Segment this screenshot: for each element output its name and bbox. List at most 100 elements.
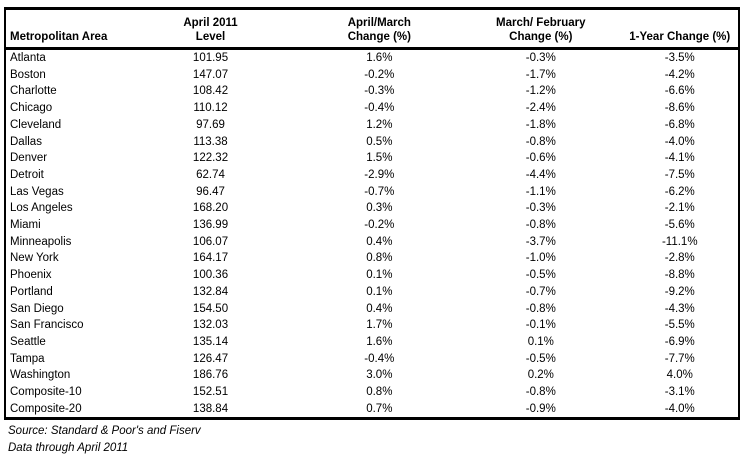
one-year-change-cell: -5.5%: [664, 319, 695, 332]
header-1-year-change: 1-Year Change (%): [621, 8, 739, 50]
march-february-change-cell: -0.8%: [525, 386, 556, 399]
march-february-change-cell: -1.0%: [525, 252, 556, 265]
table-row: Composite-10 152.51 0.8% -0.8% -3.1%: [5, 384, 739, 401]
one-year-change-cell: -4.0%: [664, 402, 695, 415]
april-march-change-cell: -0.3%: [364, 85, 395, 98]
table-row: Seattle 135.14 1.6% 0.1% -6.9%: [5, 334, 739, 351]
one-year-change-cell: -4.3%: [664, 302, 695, 315]
level-cell: 136.99: [192, 219, 229, 232]
table-row: Tampa 126.47 -0.4% -0.5% -7.7%: [5, 351, 739, 368]
metro-table-container: Metropolitan Area April 2011 Level April…: [4, 7, 740, 457]
one-year-change-cell: -4.2%: [664, 68, 695, 81]
april-march-change-cell: 0.4%: [366, 302, 393, 315]
table-row: Composite-20 138.84 0.7% -0.9% -4.0%: [5, 401, 739, 419]
header-march-february-change: March/ February Change (%): [460, 8, 622, 50]
table-row: San Diego 154.50 0.4% -0.8% -4.3%: [5, 301, 739, 318]
metro-area-cell: Los Angeles: [10, 202, 73, 215]
april-march-change-cell: 0.8%: [366, 386, 393, 399]
one-year-change-cell: -6.2%: [664, 185, 695, 198]
one-year-change-cell: -7.7%: [664, 352, 695, 365]
metro-area-cell: Charlotte: [10, 85, 57, 98]
march-february-change-cell: -1.2%: [525, 85, 556, 98]
april-march-change-cell: -0.4%: [364, 102, 395, 115]
april-march-change-cell: 0.5%: [366, 135, 393, 148]
one-year-change-cell: -11.1%: [661, 235, 698, 248]
march-february-change-cell: -0.3%: [525, 52, 556, 64]
header-line: March/ February: [496, 17, 586, 29]
march-february-change-cell: -0.6%: [525, 152, 556, 165]
april-march-change-cell: -0.7%: [364, 185, 395, 198]
header-line: Change (%): [347, 31, 411, 43]
one-year-change-cell: -8.6%: [664, 102, 695, 115]
april-march-change-cell: -0.2%: [364, 219, 395, 232]
april-march-change-cell: 3.0%: [366, 369, 393, 382]
level-cell: 110.12: [193, 102, 228, 115]
data-through-note: Data through April 2011: [8, 442, 129, 455]
metro-area-cell: Composite-20: [10, 402, 82, 415]
header-line: Level: [195, 31, 226, 43]
march-february-change-cell: -4.4%: [525, 168, 556, 181]
april-march-change-cell: 0.7%: [366, 402, 393, 415]
level-cell: 97.69: [196, 118, 225, 131]
level-cell: 138.84: [192, 402, 229, 415]
march-february-change-cell: -0.3%: [525, 202, 556, 215]
header-row: Metropolitan Area April 2011 Level April…: [5, 8, 739, 50]
april-march-change-cell: -0.4%: [364, 352, 395, 365]
table-row: Detroit 62.74 -2.9% -4.4% -7.5%: [5, 167, 739, 184]
metro-area-cell: Dallas: [10, 135, 42, 148]
table-row: Los Angeles 168.20 0.3% -0.3% -2.1%: [5, 200, 739, 217]
april-march-change-cell: 1.5%: [366, 152, 393, 165]
april-march-change-cell: 1.6%: [366, 335, 393, 348]
march-february-change-cell: -3.7%: [525, 235, 556, 248]
one-year-change-cell: -3.5%: [664, 52, 695, 64]
table-row: Atlanta 101.95 1.6% -0.3% -3.5%: [5, 49, 739, 67]
table-row: Las Vegas 96.47 -0.7% -1.1% -6.2%: [5, 184, 739, 201]
metro-area-cell: Washington: [10, 369, 71, 382]
metro-area-cell: Miami: [10, 219, 41, 232]
metro-area-cell: Cleveland: [10, 118, 62, 131]
level-cell: 108.42: [192, 85, 229, 98]
table-row: Dallas 113.38 0.5% -0.8% -4.0%: [5, 134, 739, 151]
one-year-change-cell: -5.6%: [664, 219, 695, 232]
metro-area-cell: San Diego: [10, 302, 64, 315]
source-note: Source: Standard & Poor's and Fiserv: [8, 425, 201, 438]
march-february-change-cell: -0.8%: [525, 302, 556, 315]
level-cell: 132.84: [192, 285, 229, 298]
metro-area-cell: Atlanta: [10, 52, 46, 64]
march-february-change-cell: -0.5%: [525, 269, 556, 282]
metro-area-cell: Portland: [10, 285, 53, 298]
metro-area-cell: Minneapolis: [10, 235, 72, 248]
level-cell: 62.74: [196, 168, 225, 181]
table-row: New York 164.17 0.8% -1.0% -2.8%: [5, 250, 739, 267]
one-year-change-cell: -4.1%: [664, 152, 695, 165]
one-year-change-cell: -7.5%: [664, 168, 695, 181]
table-row: Washington 186.76 3.0% 0.2% 4.0%: [5, 367, 739, 384]
level-cell: 135.14: [192, 335, 229, 348]
march-february-change-cell: -0.5%: [525, 352, 556, 365]
level-cell: 100.36: [192, 269, 229, 282]
april-march-change-cell: 0.3%: [366, 202, 393, 215]
april-march-change-cell: 1.7%: [366, 319, 393, 332]
march-february-change-cell: 0.1%: [527, 335, 554, 348]
level-cell: 106.07: [192, 235, 229, 248]
one-year-change-cell: -8.8%: [664, 269, 695, 282]
metro-price-table: Metropolitan Area April 2011 Level April…: [4, 7, 740, 421]
level-cell: 96.47: [196, 185, 225, 198]
metro-area-cell: Boston: [10, 68, 46, 81]
metro-area-cell: Composite-10: [10, 386, 82, 399]
april-march-change-cell: 0.8%: [366, 252, 393, 265]
table-row: Miami 136.99 -0.2% -0.8% -5.6%: [5, 217, 739, 234]
one-year-change-cell: -6.8%: [664, 118, 695, 131]
header-line: April/March: [347, 17, 411, 29]
level-cell: 186.76: [192, 369, 229, 382]
metro-area-cell: Phoenix: [10, 269, 52, 282]
level-cell: 132.03: [192, 319, 229, 332]
level-cell: 113.38: [193, 135, 228, 148]
table-row: San Francisco 132.03 1.7% -0.1% -5.5%: [5, 317, 739, 334]
header-april-march-change: April/March Change (%): [298, 8, 461, 50]
level-cell: 168.20: [192, 202, 229, 215]
table-body: Atlanta 101.95 1.6% -0.3% -3.5% Boston 1…: [5, 49, 739, 419]
table-row: Phoenix 100.36 0.1% -0.5% -8.8%: [5, 267, 739, 284]
march-february-change-cell: -0.7%: [525, 285, 556, 298]
march-february-change-cell: -0.9%: [525, 402, 556, 415]
